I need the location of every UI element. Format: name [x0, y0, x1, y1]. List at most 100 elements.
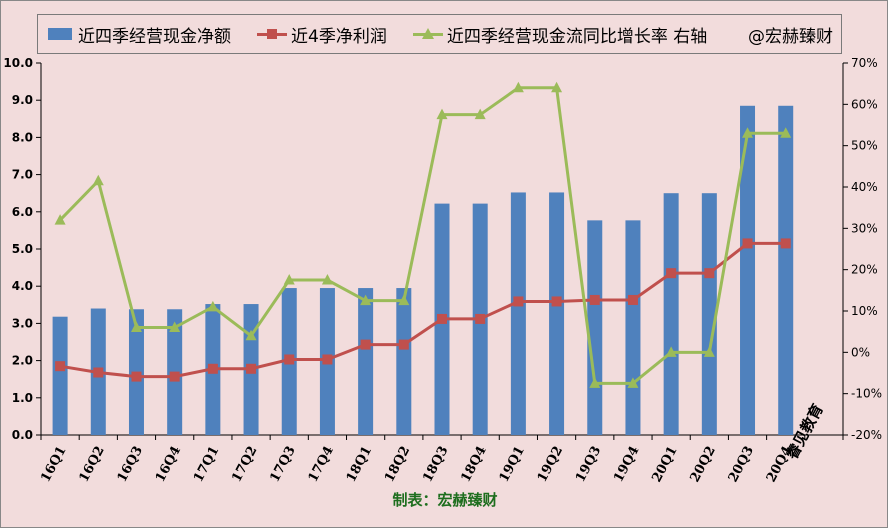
point-square	[398, 339, 409, 350]
point-triangle	[665, 346, 677, 357]
x-tick-label: 17Q1	[191, 444, 222, 485]
bar	[587, 220, 603, 435]
point-triangle	[169, 321, 181, 333]
footer-credit: 制表：宏赫臻财	[392, 491, 498, 509]
y-right-tick-label: -10%	[851, 387, 882, 401]
bar	[625, 220, 641, 435]
bar	[701, 193, 717, 435]
point-square	[93, 367, 104, 378]
point-square	[284, 354, 295, 365]
point-square	[551, 296, 562, 307]
point-square	[513, 296, 524, 307]
point-triangle	[589, 377, 601, 388]
x-tick-label: 20Q1	[649, 444, 680, 485]
x-tick-label: 19Q1	[497, 444, 528, 485]
y-left-tick-label: 4.0	[12, 279, 33, 293]
y-left-tick-label: 3.0	[12, 316, 33, 330]
bar	[740, 105, 756, 435]
x-tick-label: 19Q4	[611, 444, 642, 485]
point-square	[742, 238, 753, 249]
legend-item-cash-flow: 近四季经营现金净额	[48, 22, 231, 47]
point-triangle	[436, 108, 448, 120]
point-triangle	[54, 214, 66, 225]
y-left-tick-label: 0.0	[12, 428, 33, 442]
point-square	[360, 339, 371, 350]
y-left-tick-label: 10.0	[3, 56, 33, 70]
point-square	[780, 238, 791, 249]
bar	[510, 192, 526, 435]
bar	[358, 288, 374, 435]
x-tick-label: 16Q2	[77, 444, 108, 485]
point-square	[55, 361, 66, 372]
legend: 近四季经营现金净额 近4季净利润 近四季经营现金流同比增长率 右轴 @宏赫臻财	[37, 14, 842, 54]
y-right-tick-label: 10%	[851, 304, 878, 318]
x-tick-label: 20Q2	[688, 444, 719, 485]
legend-swatch-triangle-line	[412, 27, 443, 41]
point-triangle	[780, 127, 792, 138]
legend-label-net-profit: 近4季净利润	[291, 26, 387, 47]
point-triangle	[321, 274, 333, 285]
x-tick-label: 18Q3	[420, 444, 451, 485]
point-triangle	[627, 377, 639, 388]
y-left-tick-label: 2.0	[12, 354, 33, 368]
point-triangle	[207, 300, 219, 312]
bar	[663, 193, 679, 435]
y-left-tick-label: 9.0	[12, 93, 33, 107]
point-square	[475, 313, 486, 324]
y-right-tick-label: 70%	[851, 56, 878, 70]
legend-label-cash-flow: 近四季经营现金净额	[78, 26, 231, 47]
point-triangle	[92, 174, 104, 186]
point-square	[704, 268, 715, 279]
y-right-tick-label: 20%	[851, 263, 878, 277]
x-tick-label: 17Q2	[229, 444, 260, 485]
x-tick-label: 20Q3	[726, 444, 757, 485]
point-triangle	[130, 321, 142, 333]
point-triangle	[474, 108, 486, 120]
point-square	[131, 371, 142, 382]
x-tick-label: 16Q4	[153, 444, 184, 485]
point-triangle	[742, 127, 754, 138]
x-tick-label: 18Q1	[344, 444, 375, 485]
y-right-tick-label: 0%	[851, 345, 870, 359]
point-square	[437, 313, 447, 324]
legend-swatch-bar	[48, 28, 72, 40]
point-triangle	[398, 294, 410, 306]
x-tick-label: 17Q3	[267, 444, 298, 485]
y-right-tick-label: 60%	[851, 97, 878, 111]
point-triangle	[703, 346, 715, 357]
point-square	[207, 363, 218, 374]
point-square	[666, 268, 677, 279]
bar	[396, 288, 412, 435]
y-left-tick-label: 5.0	[12, 242, 33, 256]
y-left-tick-label: 1.0	[12, 391, 33, 405]
y-left-tick-label: 7.0	[12, 168, 33, 182]
x-tick-label: 18Q2	[382, 444, 413, 485]
series-line	[59, 86, 786, 385]
point-square	[589, 294, 600, 305]
y-right-tick-label: -20%	[851, 428, 882, 442]
x-tick-label: 18Q4	[458, 444, 489, 485]
legend-item-growth-rate: 近四季经营现金流同比增长率 右轴	[412, 22, 708, 47]
x-tick-label: 16Q1	[38, 444, 69, 485]
point-triangle	[551, 81, 563, 93]
legend-watermark: @宏赫臻财	[748, 26, 833, 47]
y-right-tick-label: 30%	[851, 221, 878, 235]
bar	[778, 105, 794, 435]
legend-label-growth-rate: 近四季经营现金流同比增长率 右轴	[446, 26, 708, 47]
y-left-tick-label: 6.0	[12, 205, 33, 219]
x-tick-label: 19Q3	[573, 444, 604, 485]
point-square	[169, 371, 180, 382]
x-tick-label: 16Q3	[115, 444, 146, 485]
point-square	[627, 294, 638, 305]
series-line	[59, 241, 786, 379]
point-square	[246, 363, 257, 374]
x-tick-label: 17Q4	[306, 444, 337, 485]
bar	[549, 192, 565, 435]
point-triangle	[360, 294, 372, 306]
point-square	[322, 354, 333, 365]
point-triangle	[512, 81, 524, 93]
point-triangle	[283, 274, 295, 285]
y-left-tick-label: 8.0	[12, 130, 33, 144]
y-right-tick-label: 40%	[851, 180, 878, 194]
